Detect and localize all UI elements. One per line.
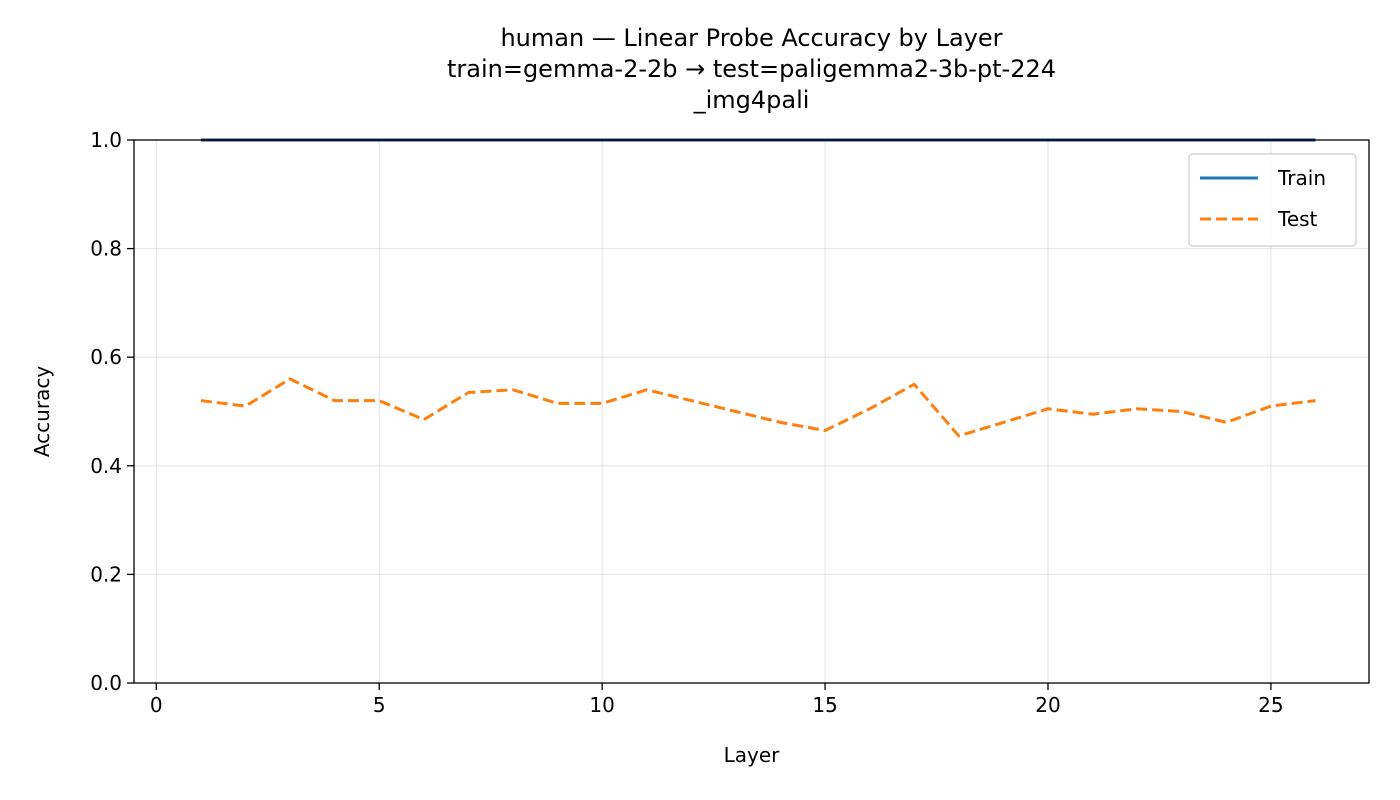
legend-label-train: Train (1277, 166, 1326, 190)
legend-box (1188, 153, 1357, 247)
x-axis-ticks: 0 5 10 15 20 25 (150, 683, 1284, 717)
y-axis-ticks: 0.0 0.2 0.4 0.6 0.8 1.0 (90, 128, 134, 695)
x-tick-label: 10 (589, 693, 614, 717)
x-tick-label: 5 (373, 693, 386, 717)
legend: Train Test (1188, 153, 1357, 247)
chart-title: human — Linear Probe Accuracy by Layer tr… (447, 24, 1056, 114)
y-tick-label: 1.0 (90, 128, 122, 152)
x-tick-label: 0 (150, 693, 163, 717)
grid (134, 139, 1369, 684)
y-tick-label: 0.8 (90, 237, 122, 261)
chart-title-line: _img4pali (693, 86, 810, 114)
x-tick-label: 15 (812, 693, 837, 717)
y-tick-label: 0.2 (90, 562, 122, 586)
legend-label-test: Test (1277, 207, 1318, 231)
x-axis-label: Layer (724, 743, 781, 767)
chart-title-line: human — Linear Probe Accuracy by Layer (500, 24, 1002, 52)
x-tick-label: 20 (1035, 693, 1060, 717)
plot-frame (133, 139, 1370, 684)
plot-series (200, 138, 1316, 438)
y-axis-label: Accuracy (30, 366, 54, 457)
y-tick-label: 0.6 (90, 345, 122, 369)
chart-title-line: train=gemma-2-2b → test=paligemma2-3b-pt… (447, 55, 1056, 83)
y-tick-label: 0.0 (90, 671, 122, 695)
y-tick-label: 0.4 (90, 454, 122, 478)
series-line-test (200, 377, 1316, 438)
x-tick-label: 25 (1258, 693, 1283, 717)
